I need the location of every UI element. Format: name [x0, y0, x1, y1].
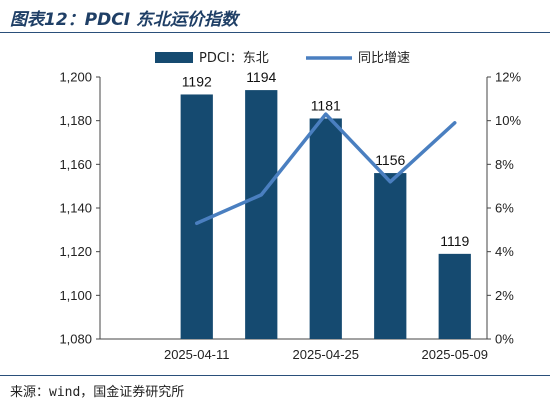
bar	[438, 253, 471, 339]
bar	[245, 90, 278, 339]
left-tick-label: 1,080	[59, 332, 92, 347]
right-tick-label: 8%	[495, 157, 514, 172]
source-rule	[0, 375, 550, 376]
bar-data-label: 1119	[440, 233, 469, 249]
right-tick-label: 6%	[495, 201, 514, 216]
figure-title: 图表12：PDCI 东北运价指数	[10, 10, 238, 30]
x-tick-label: 2025-05-09	[422, 347, 489, 362]
yoy-growth-line	[195, 112, 457, 226]
title-rule	[0, 32, 550, 33]
bar-data-label: 1156	[375, 152, 405, 168]
left-tick-label: 1,100	[59, 288, 92, 303]
left-tick-label: 1,140	[59, 201, 92, 216]
legend: PDCI：东北 同比增速	[155, 51, 410, 66]
source-note: 来源：wind，国金证券研究所	[10, 385, 185, 400]
bar-data-label: 1192	[182, 73, 212, 89]
right-tick-label: 4%	[495, 244, 514, 259]
right-tick-label: 10%	[495, 113, 521, 128]
x-tick-label: 2025-04-25	[293, 347, 360, 362]
legend-line-label: 同比增速	[358, 51, 410, 66]
left-tick-label: 1,160	[59, 157, 92, 172]
bar-data-label: 1194	[246, 69, 276, 85]
legend-bar-label: PDCI：东北	[199, 51, 269, 66]
bar	[374, 173, 407, 339]
left-tick-label: 1,200	[59, 70, 92, 85]
bar-data-label: 1181	[311, 97, 341, 113]
right-tick-label: 12%	[495, 70, 521, 85]
left-tick-label: 1,120	[59, 244, 92, 259]
right-tick-label: 0%	[495, 332, 514, 347]
left-tick-label: 1,180	[59, 113, 92, 128]
legend-bar-swatch	[155, 52, 193, 63]
bar	[309, 118, 342, 339]
right-tick-label: 2%	[495, 288, 514, 303]
x-tick-label: 2025-04-11	[164, 347, 230, 362]
